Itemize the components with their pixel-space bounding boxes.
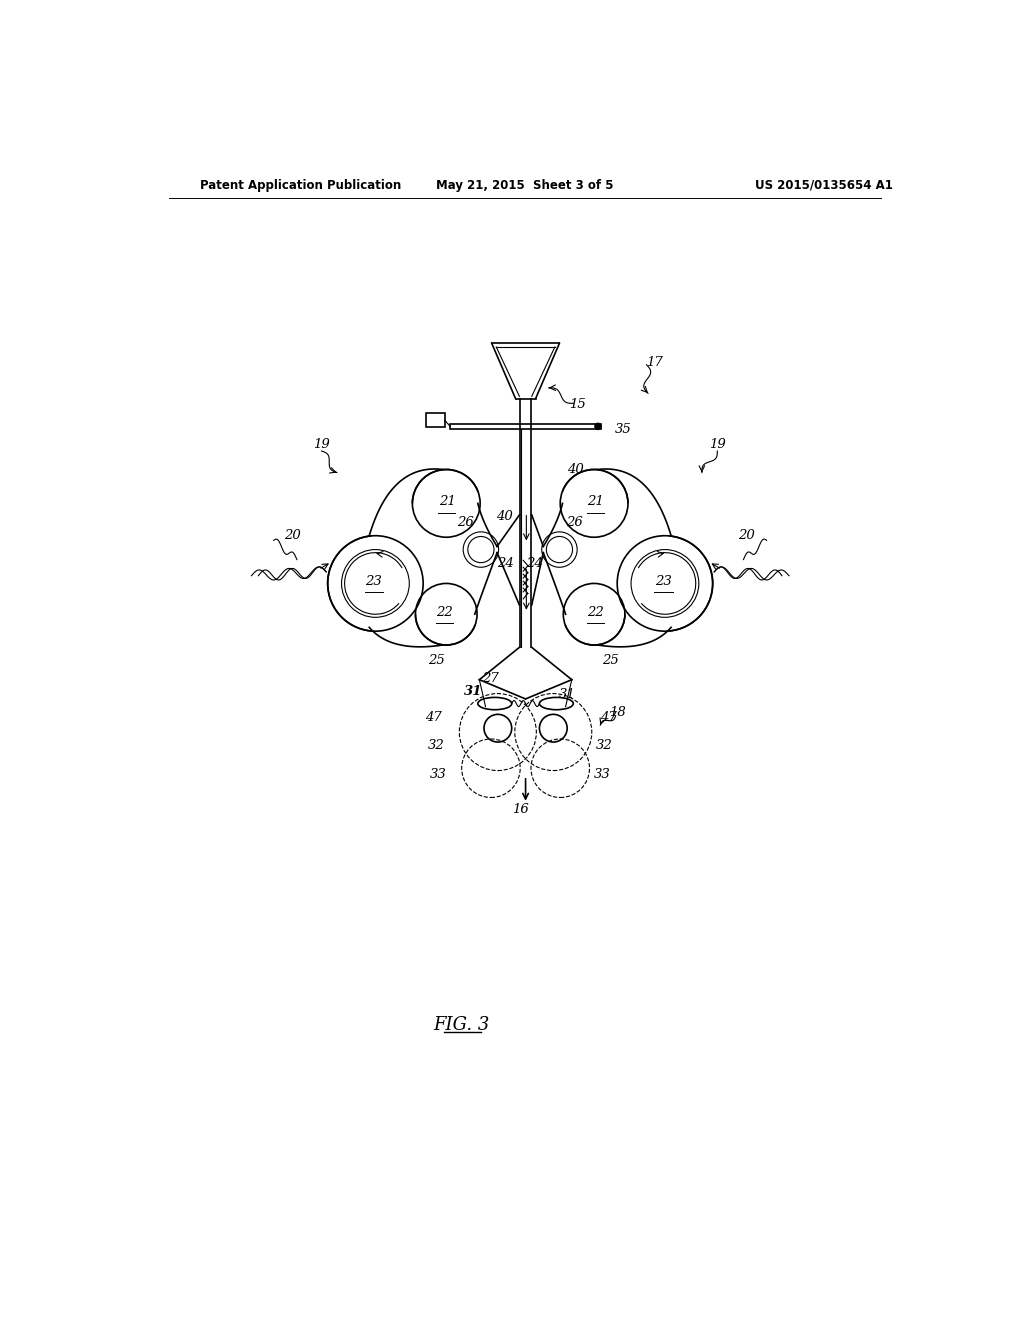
Text: 19: 19 bbox=[709, 438, 726, 451]
Text: 26: 26 bbox=[566, 516, 584, 529]
Circle shape bbox=[540, 714, 567, 742]
Ellipse shape bbox=[540, 697, 573, 710]
Text: 40: 40 bbox=[496, 510, 512, 523]
Circle shape bbox=[484, 714, 512, 742]
Text: 19: 19 bbox=[313, 438, 330, 451]
Text: 15: 15 bbox=[569, 399, 587, 412]
Text: 23: 23 bbox=[366, 576, 382, 589]
Text: 31: 31 bbox=[559, 688, 575, 701]
Text: US 2015/0135654 A1: US 2015/0135654 A1 bbox=[755, 178, 893, 191]
Text: 22: 22 bbox=[588, 606, 604, 619]
Text: 35: 35 bbox=[615, 422, 632, 436]
Text: 24: 24 bbox=[526, 557, 543, 570]
Text: 25: 25 bbox=[428, 653, 444, 667]
Text: 20: 20 bbox=[284, 529, 301, 543]
Text: 40: 40 bbox=[567, 463, 584, 477]
Bar bbox=[451, 424, 601, 429]
Circle shape bbox=[595, 424, 601, 429]
Text: 17: 17 bbox=[646, 356, 663, 370]
Text: 22: 22 bbox=[436, 606, 453, 619]
Bar bbox=[426, 413, 444, 428]
Text: 33: 33 bbox=[430, 768, 446, 781]
Text: 31: 31 bbox=[464, 685, 482, 698]
Text: 23: 23 bbox=[655, 576, 672, 589]
Text: May 21, 2015  Sheet 3 of 5: May 21, 2015 Sheet 3 of 5 bbox=[436, 178, 613, 191]
Ellipse shape bbox=[478, 697, 512, 710]
Text: 32: 32 bbox=[596, 739, 612, 751]
Text: 21: 21 bbox=[588, 495, 604, 508]
Text: Patent Application Publication: Patent Application Publication bbox=[200, 178, 401, 191]
Text: 47: 47 bbox=[600, 711, 616, 723]
Text: 25: 25 bbox=[602, 653, 618, 667]
Text: 21: 21 bbox=[438, 495, 456, 508]
Text: 24: 24 bbox=[498, 557, 514, 570]
Text: FIG. 3: FIG. 3 bbox=[433, 1015, 489, 1034]
Text: 26: 26 bbox=[457, 516, 474, 529]
Text: 47: 47 bbox=[425, 711, 441, 723]
Text: 18: 18 bbox=[609, 706, 626, 719]
Text: 33: 33 bbox=[594, 768, 611, 781]
Text: 27: 27 bbox=[481, 672, 499, 685]
Text: 20: 20 bbox=[738, 529, 755, 543]
Text: 32: 32 bbox=[428, 739, 444, 751]
Text: 16: 16 bbox=[513, 803, 529, 816]
